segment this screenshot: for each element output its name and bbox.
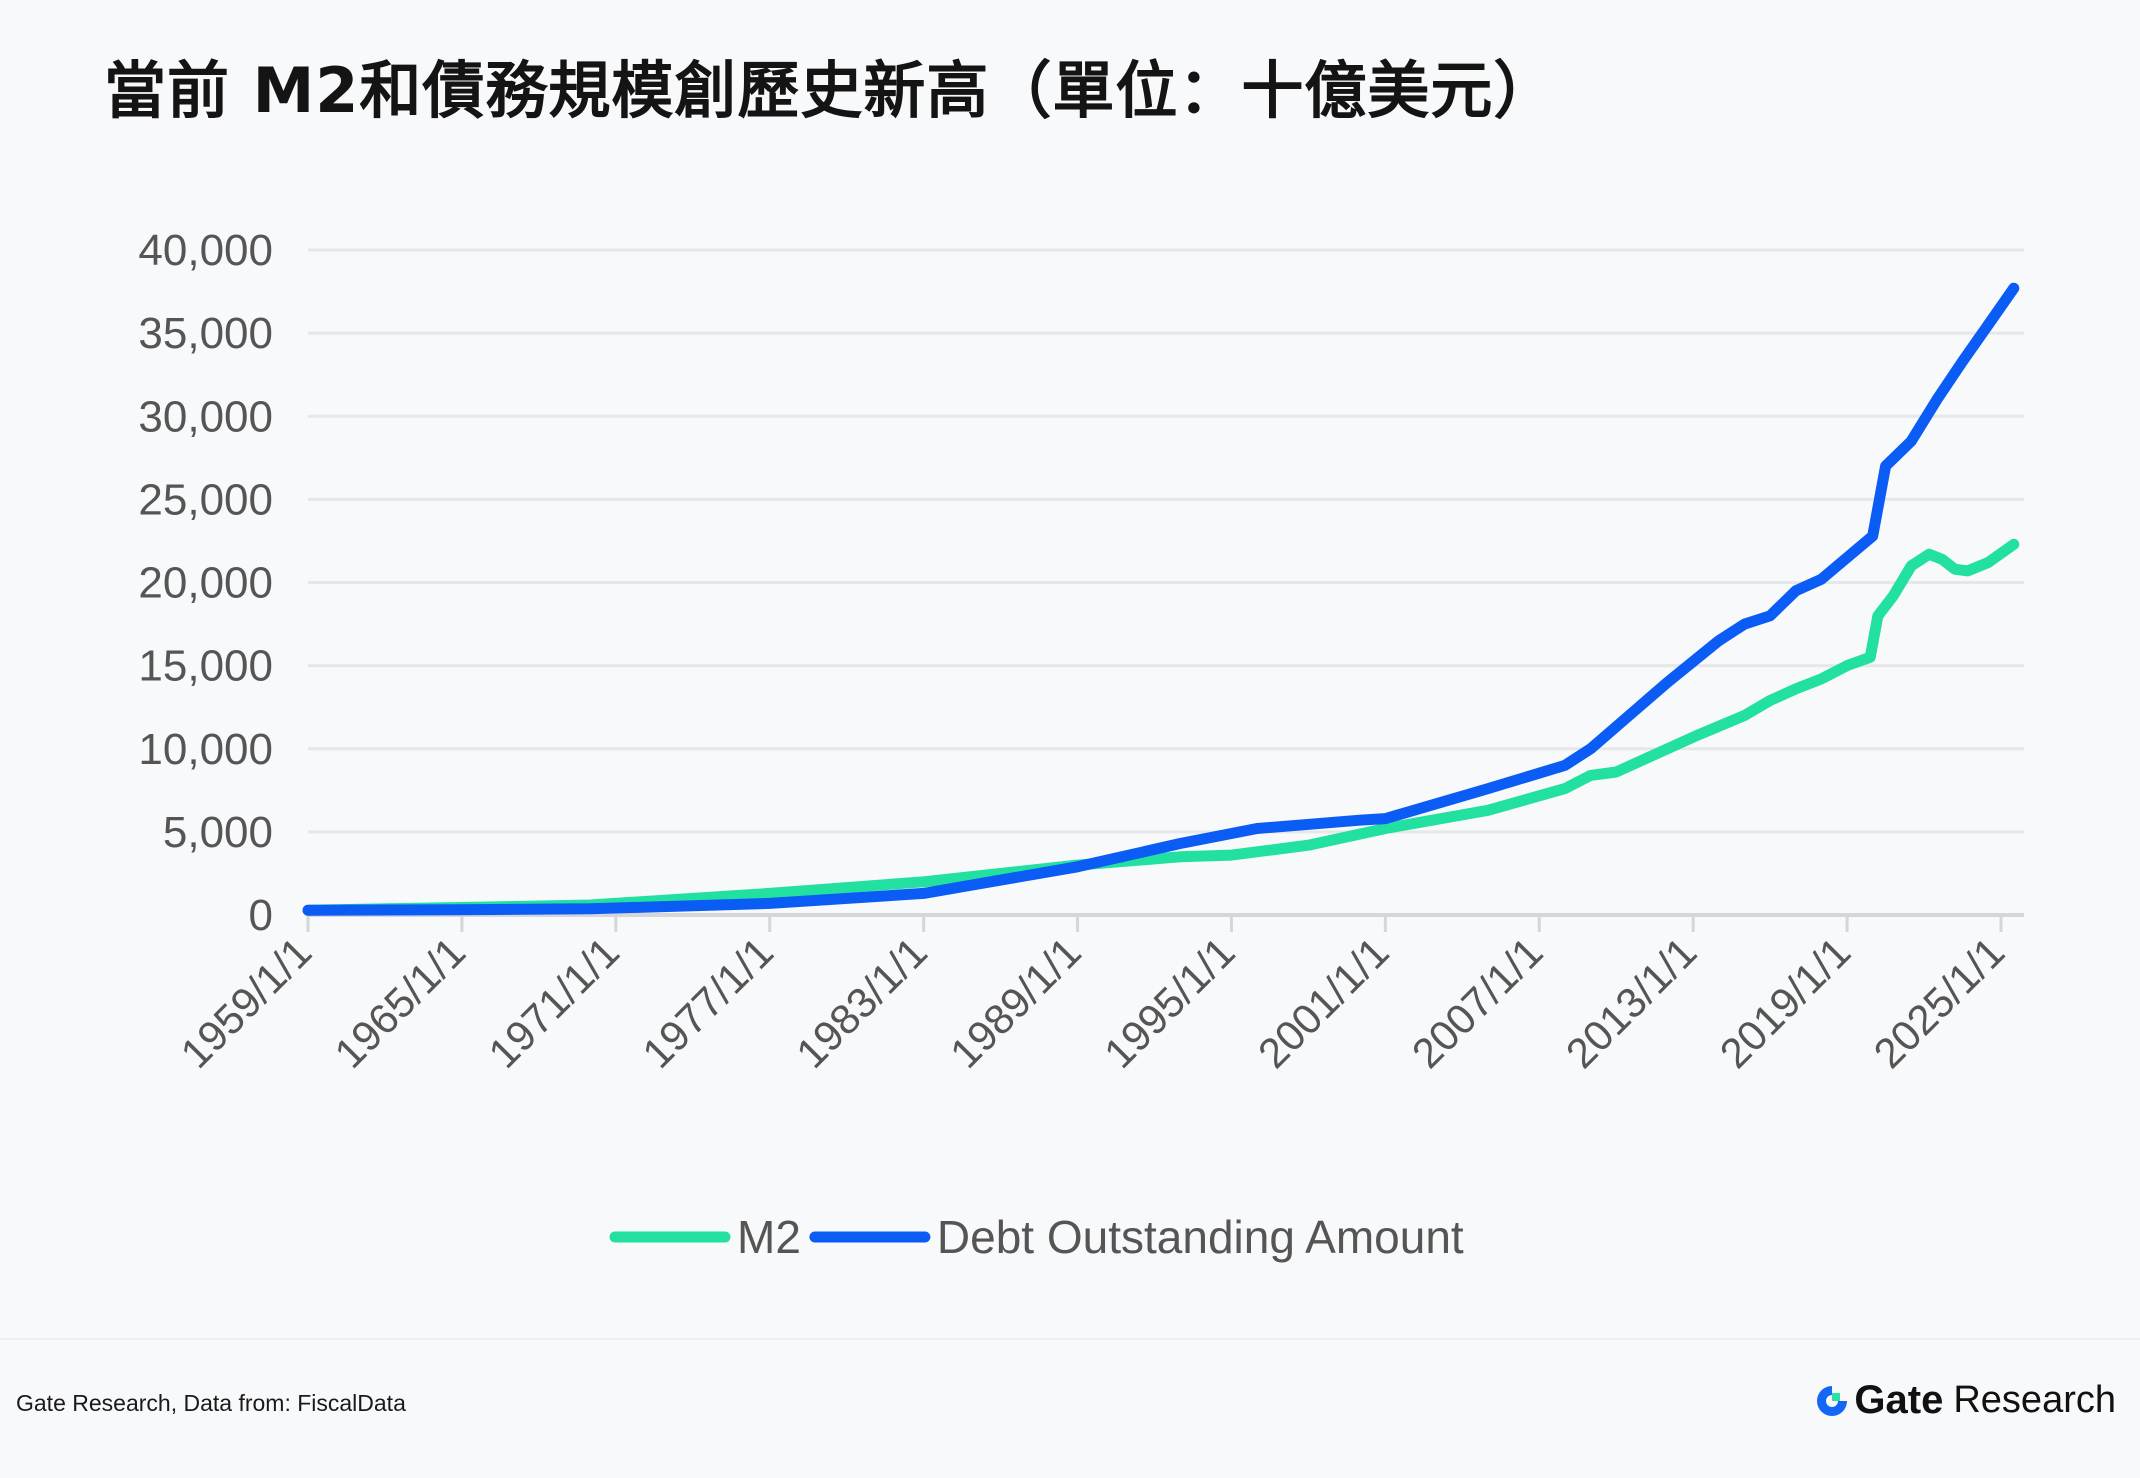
y-tick-label: 30,000 — [138, 392, 273, 441]
x-tick-label: 1959/1/1 — [172, 928, 321, 1077]
gate-research-logo: Gate Research — [1814, 1378, 2116, 1423]
legend-label: M2 — [737, 1211, 801, 1263]
y-tick-label: 35,000 — [138, 309, 273, 358]
source-note: Gate Research, Data from: FiscalData — [16, 1390, 406, 1416]
x-tick-label: 1977/1/1 — [633, 928, 782, 1077]
series-line-m2 — [302, 538, 2020, 916]
y-tick-label: 0 — [249, 891, 273, 940]
y-tick-label: 5,000 — [163, 808, 273, 857]
footer-divider — [0, 1338, 2140, 1340]
line-chart: 0 5,000 10,000 15,000 20,000 25,000 30,000 35,0… — [138, 226, 2024, 1263]
x-tick-label: 1983/1/1 — [787, 928, 936, 1077]
x-tick-label: 2001/1/1 — [1249, 928, 1398, 1077]
y-tick-label: 20,000 — [138, 559, 273, 608]
chart-title: 當前 M2和債務規模創歷史新高（單位：十億美元） — [104, 54, 1557, 127]
y-tick-label: 40,000 — [138, 226, 273, 275]
y-tick-label: 15,000 — [138, 642, 273, 691]
gate-logo-icon — [1817, 1385, 1848, 1416]
x-tick-label: 1995/1/1 — [1095, 928, 1244, 1077]
series-line-debt-outstanding-amount — [302, 282, 2020, 916]
y-tick-label: 25,000 — [138, 475, 273, 524]
x-tick-label: 2019/1/1 — [1711, 928, 1860, 1077]
logo-gate-text: Gate — [1854, 1378, 1944, 1422]
x-tick-label: 2013/1/1 — [1557, 928, 1706, 1077]
x-tick-label: 1971/1/1 — [479, 928, 628, 1077]
legend-label: Debt Outstanding Amount — [937, 1211, 1464, 1263]
x-tick-label: 1965/1/1 — [325, 928, 474, 1077]
x-tick-label: 2025/1/1 — [1865, 928, 2014, 1077]
y-tick-label: 10,000 — [138, 725, 273, 774]
logo-research-text: Research — [1953, 1379, 2116, 1421]
x-tick-label: 1989/1/1 — [941, 928, 1090, 1077]
x-tick-label: 2007/1/1 — [1403, 928, 1552, 1077]
